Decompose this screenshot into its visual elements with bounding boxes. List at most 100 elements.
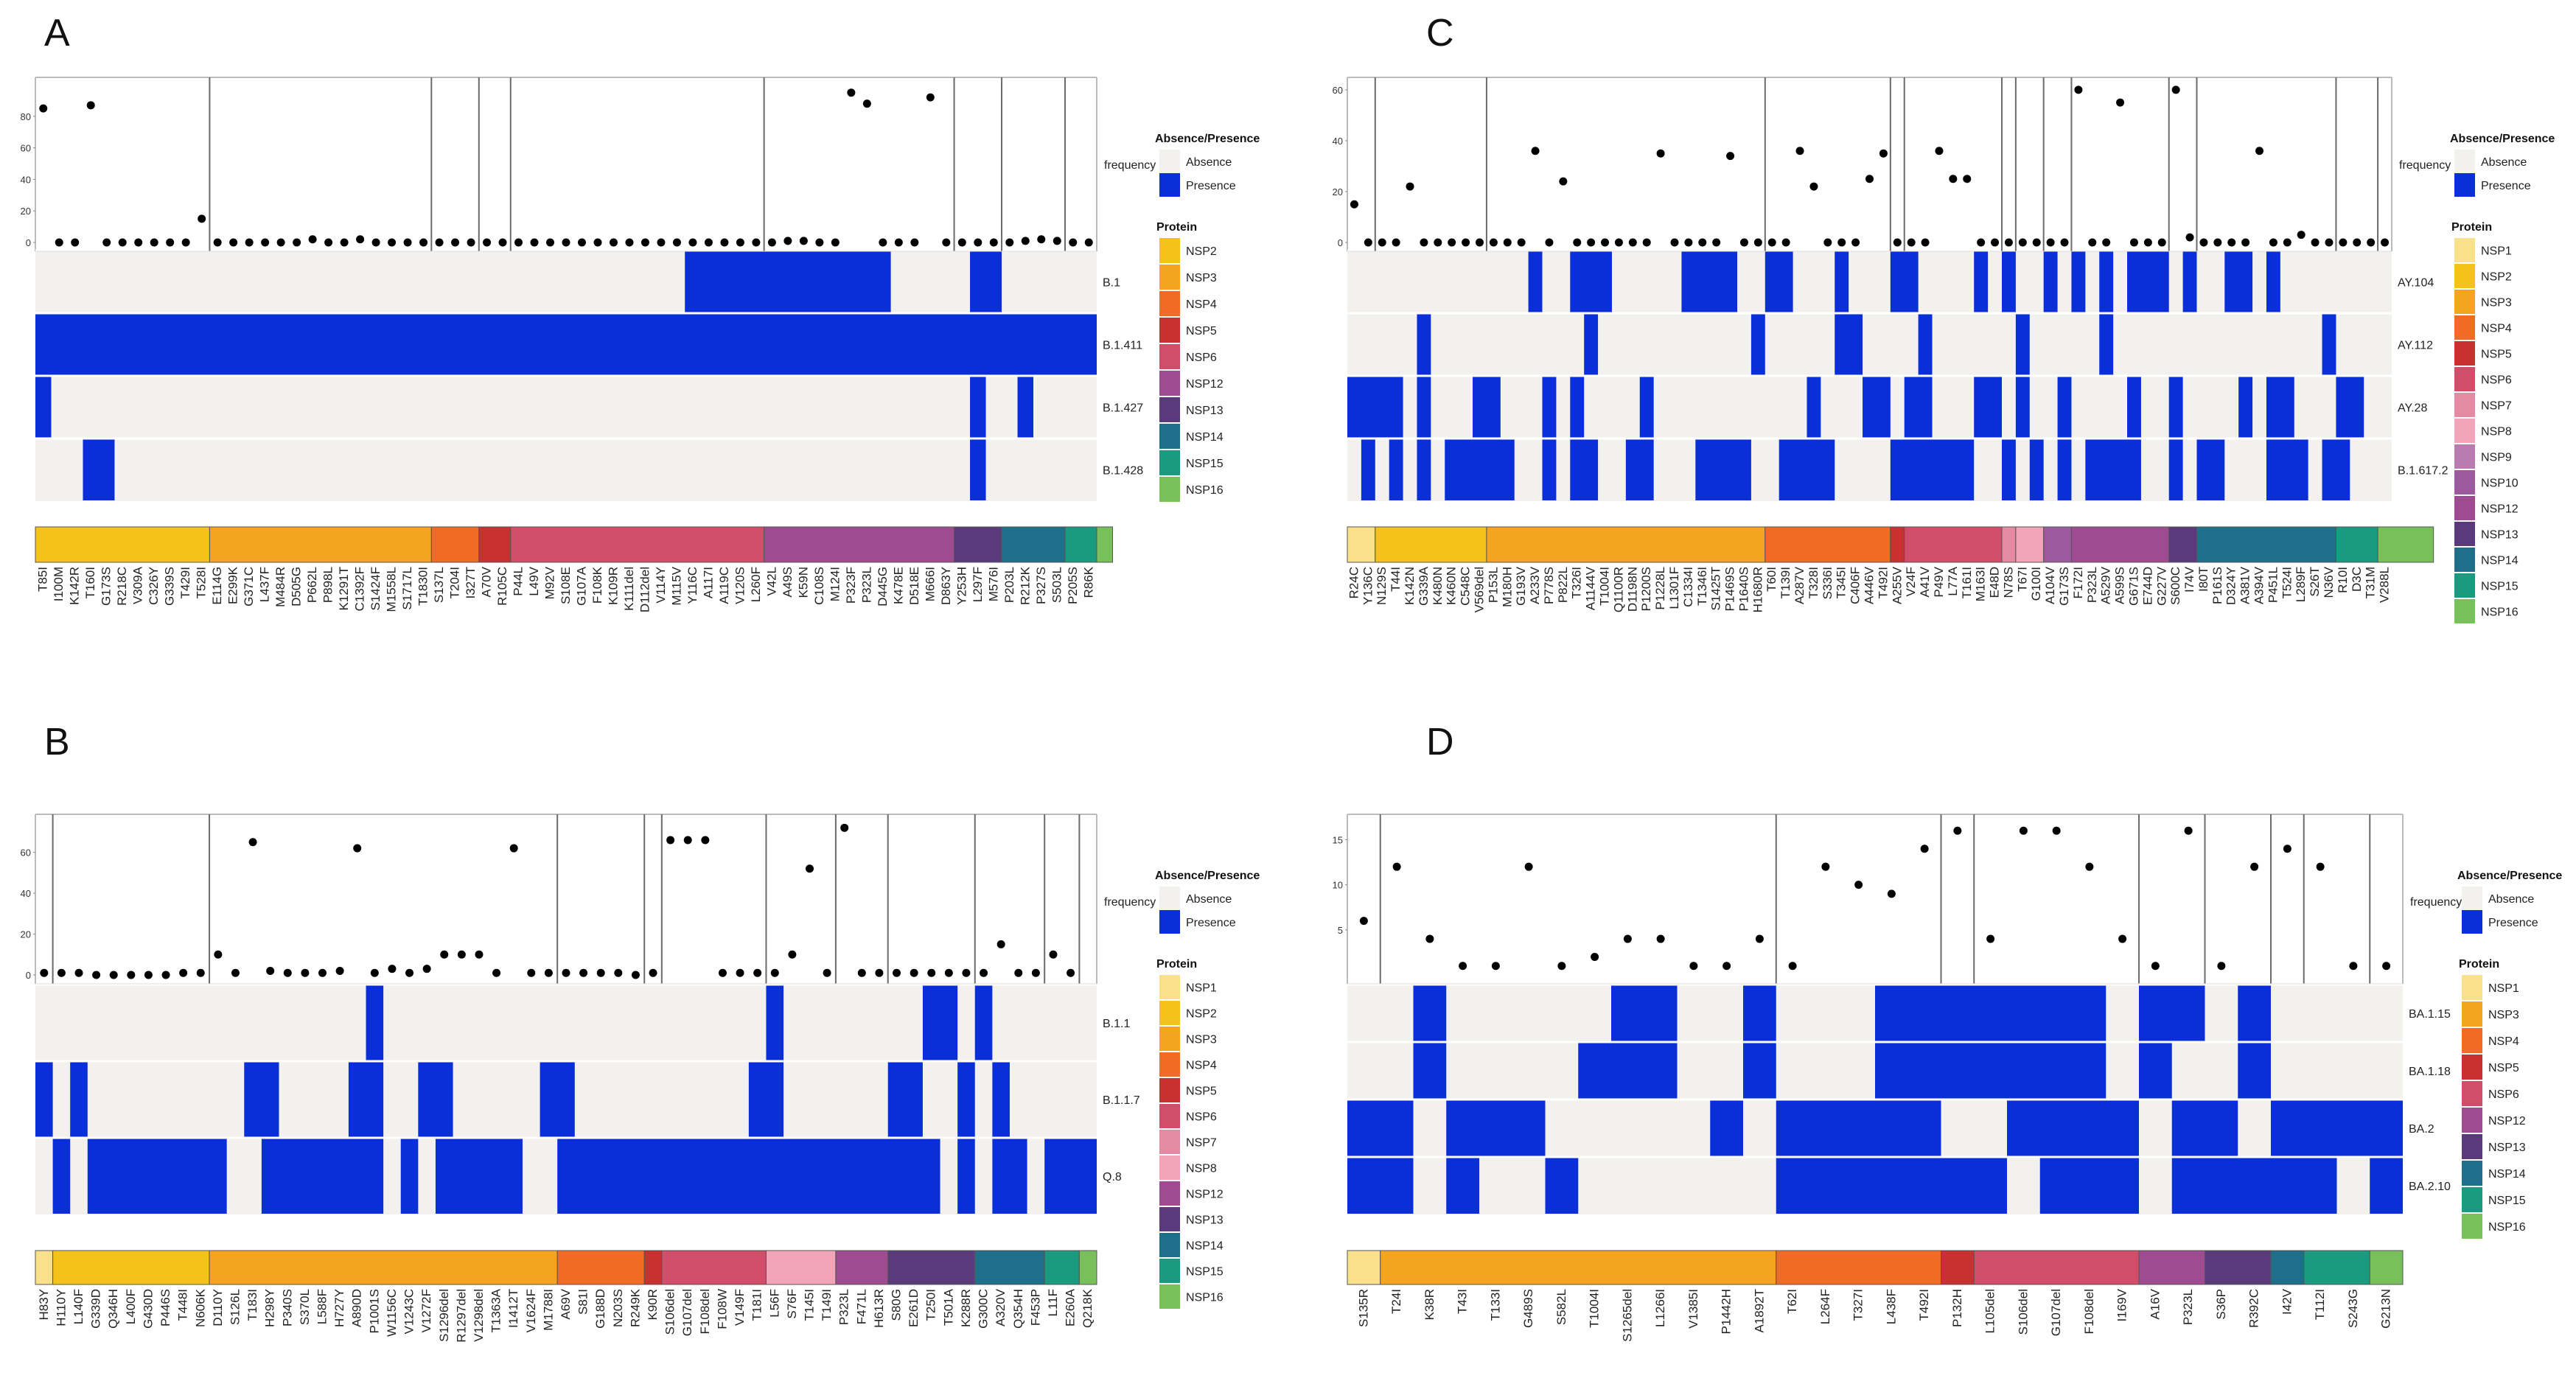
frequency-point	[492, 968, 501, 977]
heatmap-cell-presence	[2007, 1100, 2139, 1156]
heatmap-cell-presence	[1835, 251, 1849, 312]
frequency-point	[1434, 238, 1442, 247]
legend-label-nsp14: NSP14	[1186, 431, 1224, 444]
heatmap-cell-presence	[2266, 439, 2308, 500]
mutation-label: L588F	[315, 1289, 329, 1324]
mutation-label: R1297del	[454, 1289, 468, 1343]
mutation-label: N78S	[2001, 567, 2015, 598]
frequency-point	[2325, 238, 2334, 247]
heatmap-cell-presence	[1776, 1100, 1941, 1156]
legend-swatch-nsp4	[1159, 1052, 1180, 1077]
frequency-point	[720, 238, 729, 247]
y-tick-label: 20	[1333, 186, 1343, 197]
frequency-point	[55, 238, 63, 247]
heatmap-cell-presence	[1695, 439, 1751, 500]
mutation-label: A16V	[2148, 1288, 2162, 1319]
mutation-label: P1640S	[1736, 567, 1751, 612]
mutation-label: P205S	[1066, 567, 1080, 604]
protein-bar-nsp4	[430, 526, 480, 563]
heatmap-cell-presence	[2182, 251, 2197, 312]
lineage-label: B.1.411	[1103, 340, 1142, 352]
mutation-label: P49V	[1932, 566, 1946, 597]
heatmap-cell-presence	[1473, 377, 1501, 438]
frequency-point	[213, 238, 222, 247]
frequency-point	[1545, 238, 1554, 247]
protein-bar-nsp6	[661, 1250, 767, 1285]
legend-presence-label: Presence	[2488, 917, 2538, 929]
frequency-point	[2311, 238, 2320, 247]
y-tick-label: 40	[21, 888, 31, 899]
legend-swatch-nsp16	[2454, 599, 2475, 623]
frequency-point	[942, 238, 951, 247]
frequency-point	[1084, 238, 1093, 247]
mutation-label: P898L	[321, 567, 335, 603]
frequency-point	[1053, 237, 1061, 245]
mutation-label: T501A	[941, 1288, 955, 1326]
mutation-label: M92V	[543, 566, 557, 599]
mutation-label: L11F	[1046, 1289, 1060, 1317]
legend-swatch-nsp4	[1159, 291, 1180, 316]
frequency-point	[688, 238, 697, 247]
mutation-label: H298Y	[263, 1289, 277, 1327]
protein-bar-nsp3	[209, 526, 432, 563]
heatmap-cell-presence	[1765, 251, 1793, 312]
legend-swatch-nsp14	[1159, 424, 1180, 449]
legend-label-nsp3: NSP3	[1186, 272, 1217, 284]
legend-absence-swatch	[2462, 887, 2482, 910]
frequency-point	[1069, 238, 1078, 247]
mutation-label: L140F	[71, 1289, 85, 1324]
heatmap-cell-presence	[2238, 985, 2271, 1041]
protein-bar-nsp3	[1486, 526, 1766, 563]
legend-swatch-nsp10	[2454, 470, 2475, 494]
protein-bar-nsp15	[1064, 526, 1097, 563]
frequency-point	[2339, 238, 2348, 247]
mutation-label: H110Y	[54, 1289, 68, 1326]
legend-swatch-nsp3	[1159, 265, 1180, 290]
legend-absence-label: Absence	[1186, 893, 1232, 906]
mutation-label: P1200S	[1639, 567, 1653, 612]
heatmap-cell-presence	[1611, 985, 1678, 1041]
frequency-point	[1893, 238, 1902, 247]
frequency-point	[2046, 238, 2055, 247]
frequency-point	[1614, 238, 1623, 247]
y-tick-label: 60	[21, 143, 31, 154]
mutation-label: L56F	[767, 1289, 781, 1318]
legend-label-nsp1: NSP1	[2481, 245, 2512, 258]
mutation-label: T492I	[1917, 1289, 1931, 1321]
mutation-label: G100I	[2029, 567, 2043, 601]
lineage-label: AY.28	[2398, 402, 2427, 415]
legend-label-nsp3: NSP3	[2481, 297, 2512, 310]
protein-bar-nsp14	[2270, 1250, 2305, 1285]
frequency-point	[144, 971, 153, 979]
mutation-label: T328I	[1807, 567, 1821, 598]
frequency-point	[2143, 238, 2152, 247]
y-tick-label: 40	[1333, 136, 1343, 147]
mutation-label: D505G	[290, 567, 304, 606]
protein-bar-nsp3	[209, 1250, 558, 1285]
heatmap-cell-presence	[2139, 985, 2205, 1041]
heatmap-cell-presence	[1347, 1100, 1414, 1156]
mutation-label: R86K	[1081, 566, 1095, 598]
mutation-label: S106del	[663, 1289, 677, 1335]
frequency-point	[805, 864, 814, 873]
mutation-label: L297F	[971, 567, 985, 602]
legend-swatch-nsp14	[2462, 1161, 2482, 1186]
mutation-label: D3C	[2350, 567, 2364, 592]
frequency-point	[161, 971, 170, 979]
heatmap-cell-presence	[2139, 1043, 2172, 1099]
legend-label-nsp7: NSP7	[2481, 400, 2512, 413]
mutation-label: K38R	[1423, 1289, 1437, 1321]
mutation-label: V120S	[733, 567, 747, 604]
heatmap-cell-presence	[1639, 377, 1654, 438]
frequency-point	[701, 836, 710, 845]
frequency-point	[1755, 934, 1764, 943]
mutation-label: F108W	[715, 1289, 729, 1329]
heatmap-cell-presence	[435, 1139, 523, 1214]
legend-swatch-nsp3	[1159, 1027, 1180, 1051]
protein-bar-nsp1	[1347, 526, 1376, 563]
frequency-point	[957, 238, 966, 247]
protein-bar-nsp12	[2070, 526, 2170, 563]
frequency-point	[1573, 238, 1582, 247]
legend-absence-swatch	[1159, 887, 1180, 910]
heatmap-cell-presence	[2099, 314, 2114, 375]
